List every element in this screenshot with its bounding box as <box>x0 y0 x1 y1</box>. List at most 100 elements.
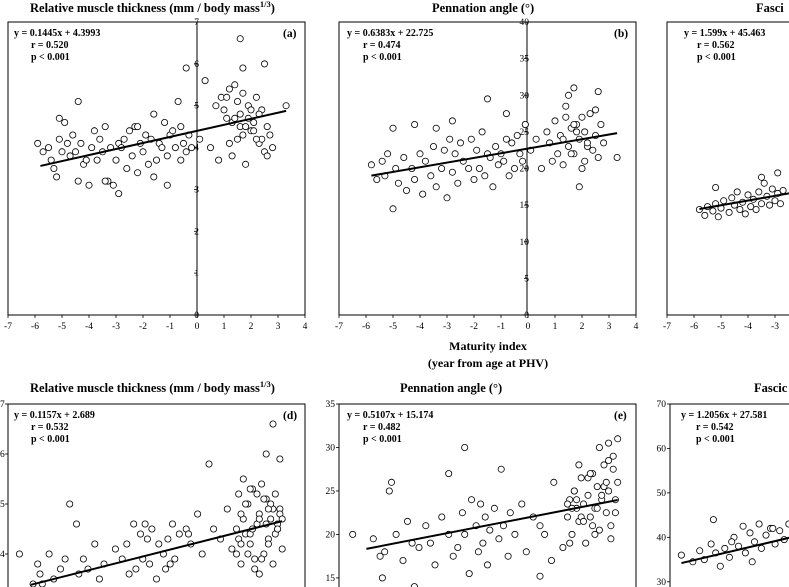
data-point-f-2 <box>696 547 704 555</box>
data-point-e-76 <box>586 470 594 478</box>
panel-c-points <box>695 169 787 221</box>
data-point-a-30 <box>120 135 128 143</box>
data-point-b-80 <box>570 121 578 129</box>
data-point-a-65 <box>228 152 236 160</box>
data-point-b-30 <box>473 146 481 154</box>
data-point-a-94 <box>263 152 271 160</box>
panel-b-points <box>367 84 621 213</box>
panel-a-r-value: r = 0.520 <box>31 40 68 51</box>
panel-d-label: (d) <box>283 410 297 422</box>
data-point-b-22 <box>448 168 456 176</box>
data-point-f-26 <box>748 558 756 566</box>
x-tick-label-c--7: -7 <box>663 322 671 332</box>
data-point-d-63 <box>269 560 277 568</box>
panel-a-title-suffix: ) <box>271 1 275 15</box>
data-point-b-41 <box>502 135 510 143</box>
panel-e-y-ticks: 15 20 25 30 35 <box>326 400 339 584</box>
data-point-a-53 <box>182 148 190 156</box>
data-point-e-34 <box>511 530 519 538</box>
data-point-e-28 <box>486 526 494 534</box>
panel-a-p-value: p < 0.001 <box>31 52 70 63</box>
panel-a-frame <box>7 21 306 316</box>
data-point-d-31 <box>155 540 163 548</box>
data-point-a-58 <box>206 144 214 152</box>
y-tick-label-b-10: 10 <box>520 238 530 248</box>
data-point-b-66 <box>581 128 589 136</box>
data-point-e-70 <box>598 491 606 499</box>
panel-f-y-ticks: 30 40 50 60 70 <box>657 400 670 587</box>
y-tick-label-a-3: 3 <box>194 185 199 195</box>
panel-c-equation: y = 1.599x + 45.463 <box>684 28 765 39</box>
data-point-d-64 <box>271 490 279 498</box>
data-point-b-65 <box>578 164 586 172</box>
data-point-d-34 <box>164 535 172 543</box>
data-point-c-14 <box>744 191 752 199</box>
data-point-a-39 <box>144 160 152 168</box>
panel-d-trendline <box>30 520 283 586</box>
x-tick-label-c--4: -4 <box>744 322 752 332</box>
panel-a-trendline <box>40 109 287 167</box>
data-point-d-62 <box>267 515 275 523</box>
y-tick-label-b-30: 30 <box>520 91 530 101</box>
panel-c: Fasci y = 1.599x + 45.463 r = 0.562 p < … <box>663 1 789 332</box>
x-tick-label-b--6: -6 <box>362 322 370 332</box>
panel-f-trendline <box>681 536 789 565</box>
data-point-b-43 <box>508 139 516 147</box>
data-point-e-3 <box>381 548 389 556</box>
data-point-d-47 <box>232 525 240 533</box>
data-point-e-59 <box>602 509 610 517</box>
panel-d-title-sup: 1/3 <box>260 379 271 389</box>
x-tick-label-a-3: 3 <box>276 322 281 332</box>
data-point-d-92 <box>274 525 282 533</box>
data-point-e-39 <box>541 530 549 538</box>
x-tick-label-b--7: -7 <box>335 322 343 332</box>
data-point-e-0 <box>349 530 357 538</box>
data-point-b-13 <box>419 190 427 198</box>
data-point-b-33 <box>481 172 489 180</box>
panel-d-p-value: p < 0.001 <box>31 434 70 445</box>
data-point-a-102 <box>150 173 158 181</box>
data-point-a-108 <box>260 60 268 68</box>
data-point-f-13 <box>746 529 754 537</box>
data-point-e-86 <box>605 439 613 447</box>
data-point-d-36 <box>168 520 176 528</box>
data-point-a-91 <box>231 114 239 122</box>
data-point-e-77 <box>593 504 601 512</box>
data-point-d-21 <box>125 570 133 578</box>
data-point-d-58 <box>258 480 266 488</box>
data-point-f-0 <box>677 551 685 559</box>
data-point-e-58 <box>600 461 608 469</box>
data-point-b-93 <box>432 124 440 132</box>
data-point-c-5 <box>714 213 722 221</box>
x-tick-label-b--2: -2 <box>470 322 478 332</box>
data-point-b-40 <box>500 157 508 165</box>
data-point-b-71 <box>594 153 602 161</box>
data-point-e-56 <box>595 526 603 534</box>
panel-d: Relative muscle thickness (mm / body mas… <box>0 379 306 587</box>
data-point-e-51 <box>584 491 592 499</box>
data-point-e-72 <box>611 509 619 517</box>
data-point-d-1 <box>34 560 42 568</box>
x-tick-label-b--3: -3 <box>443 322 451 332</box>
data-point-b-31 <box>475 164 483 172</box>
data-point-e-89 <box>497 465 505 473</box>
panel-a-title-sup: 1/3 <box>260 0 271 9</box>
data-point-b-47 <box>519 157 527 165</box>
data-point-d-26 <box>141 520 149 528</box>
data-point-e-90 <box>445 470 453 478</box>
data-point-a-98 <box>115 190 123 198</box>
data-point-b-82 <box>592 106 600 114</box>
data-point-e-48 <box>577 474 585 482</box>
y-tick-label-b-40: 40 <box>520 18 530 28</box>
data-point-f-12 <box>741 549 749 557</box>
data-point-e-1 <box>369 535 377 543</box>
data-point-f-15 <box>755 520 763 528</box>
data-point-a-96 <box>236 35 244 43</box>
data-point-b-69 <box>589 146 597 154</box>
data-point-b-32 <box>478 128 486 136</box>
data-point-a-49 <box>171 144 179 152</box>
data-point-d-17 <box>111 545 119 553</box>
data-point-d-23 <box>132 565 140 573</box>
data-point-b-54 <box>548 157 556 165</box>
data-point-e-38 <box>536 522 544 530</box>
